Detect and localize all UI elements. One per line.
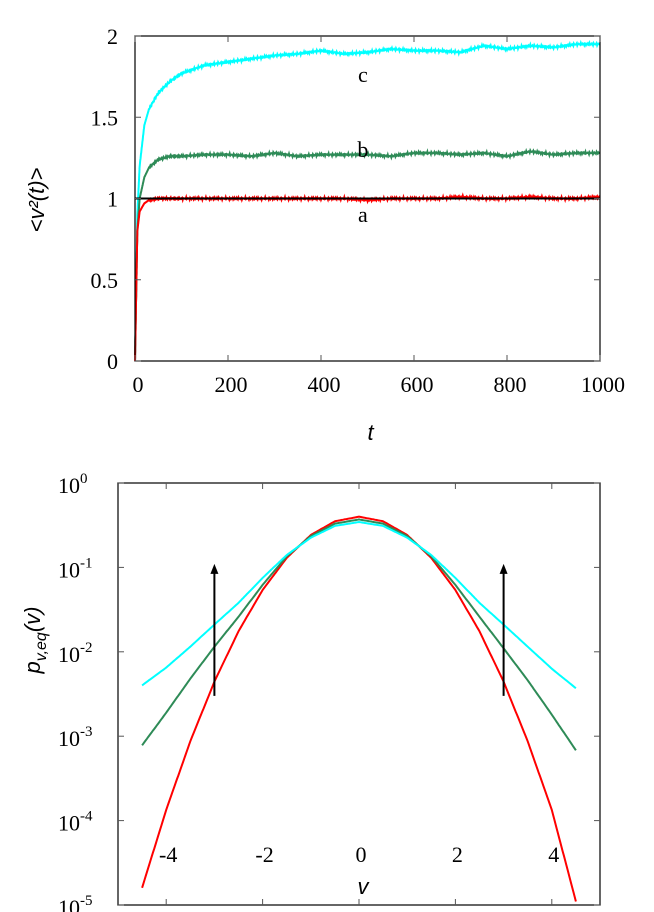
series-c-line <box>134 39 601 362</box>
x-tick-label: 200 <box>215 372 248 397</box>
y-tick-label: 2 <box>107 24 118 49</box>
y-tick-label: 10-1 <box>58 555 93 582</box>
x-tick-label: 0 <box>133 372 144 397</box>
x-tick-label: 400 <box>308 372 341 397</box>
curve-label-a: a <box>358 202 368 227</box>
y-label-sub: v,eq <box>33 632 50 661</box>
curve-label-b: b <box>357 137 368 162</box>
y-label-main: p <box>20 661 45 674</box>
y-tick-label: 10-4 <box>58 809 93 836</box>
y-tick-base: 10 <box>58 642 80 667</box>
y-tick-label: 0 <box>107 349 118 374</box>
x-tick-label: -4 <box>159 842 177 867</box>
y-tick-exponent: -2 <box>80 640 93 656</box>
curve-label-c: c <box>358 62 368 87</box>
y-tick-exponent: -5 <box>80 893 93 909</box>
y-tick-label: 100 <box>58 471 88 498</box>
series-b-line <box>134 147 601 362</box>
y-tick-exponent: -3 <box>80 724 93 740</box>
y-tick-exponent: 0 <box>80 471 88 487</box>
arrow-head-icon <box>210 563 219 574</box>
x-axis-label: t <box>367 420 374 445</box>
y-tick-base: 10 <box>58 726 80 751</box>
y-tick-label: 10-3 <box>58 724 93 751</box>
y-tick-base: 10 <box>58 557 80 582</box>
y-tick-base: 10 <box>58 895 80 912</box>
y-tick-label: 10-5 <box>58 893 93 912</box>
x-tick-label: 800 <box>494 372 527 397</box>
top-chart-relaxation: a b c 0 200 400 600 800 1000 0 0.5 1 1.5 2 t <v²(t)> <box>24 24 625 445</box>
series-cyan-line <box>141 520 577 690</box>
y-tick-exponent: -1 <box>80 555 93 571</box>
y-tick-base: 10 <box>58 473 80 498</box>
y-tick-base: 10 <box>58 811 80 836</box>
x-axis-label: v <box>358 874 371 899</box>
x-tick-label: 0 <box>356 842 367 867</box>
x-tick-label: 2 <box>452 842 463 867</box>
y-tick-label: 1.5 <box>91 105 119 130</box>
x-tick-label: 1000 <box>581 372 625 397</box>
y-tick-exponent: -4 <box>80 809 93 825</box>
arrow-head-icon <box>499 563 508 574</box>
series-green-line <box>141 518 577 751</box>
y-label-tail: (v) <box>20 607 45 633</box>
y-tick-label: 0.5 <box>91 268 119 293</box>
x-tick-label: 600 <box>401 372 434 397</box>
x-tick-label: 4 <box>548 842 559 867</box>
y-axis-label: pv,eq(v) <box>20 607 50 675</box>
x-tick-label: -2 <box>255 842 273 867</box>
y-tick-label: 1 <box>107 187 118 212</box>
y-axis-label: <v²(t)> <box>24 167 49 232</box>
y-tick-label: 10-2 <box>58 640 93 667</box>
